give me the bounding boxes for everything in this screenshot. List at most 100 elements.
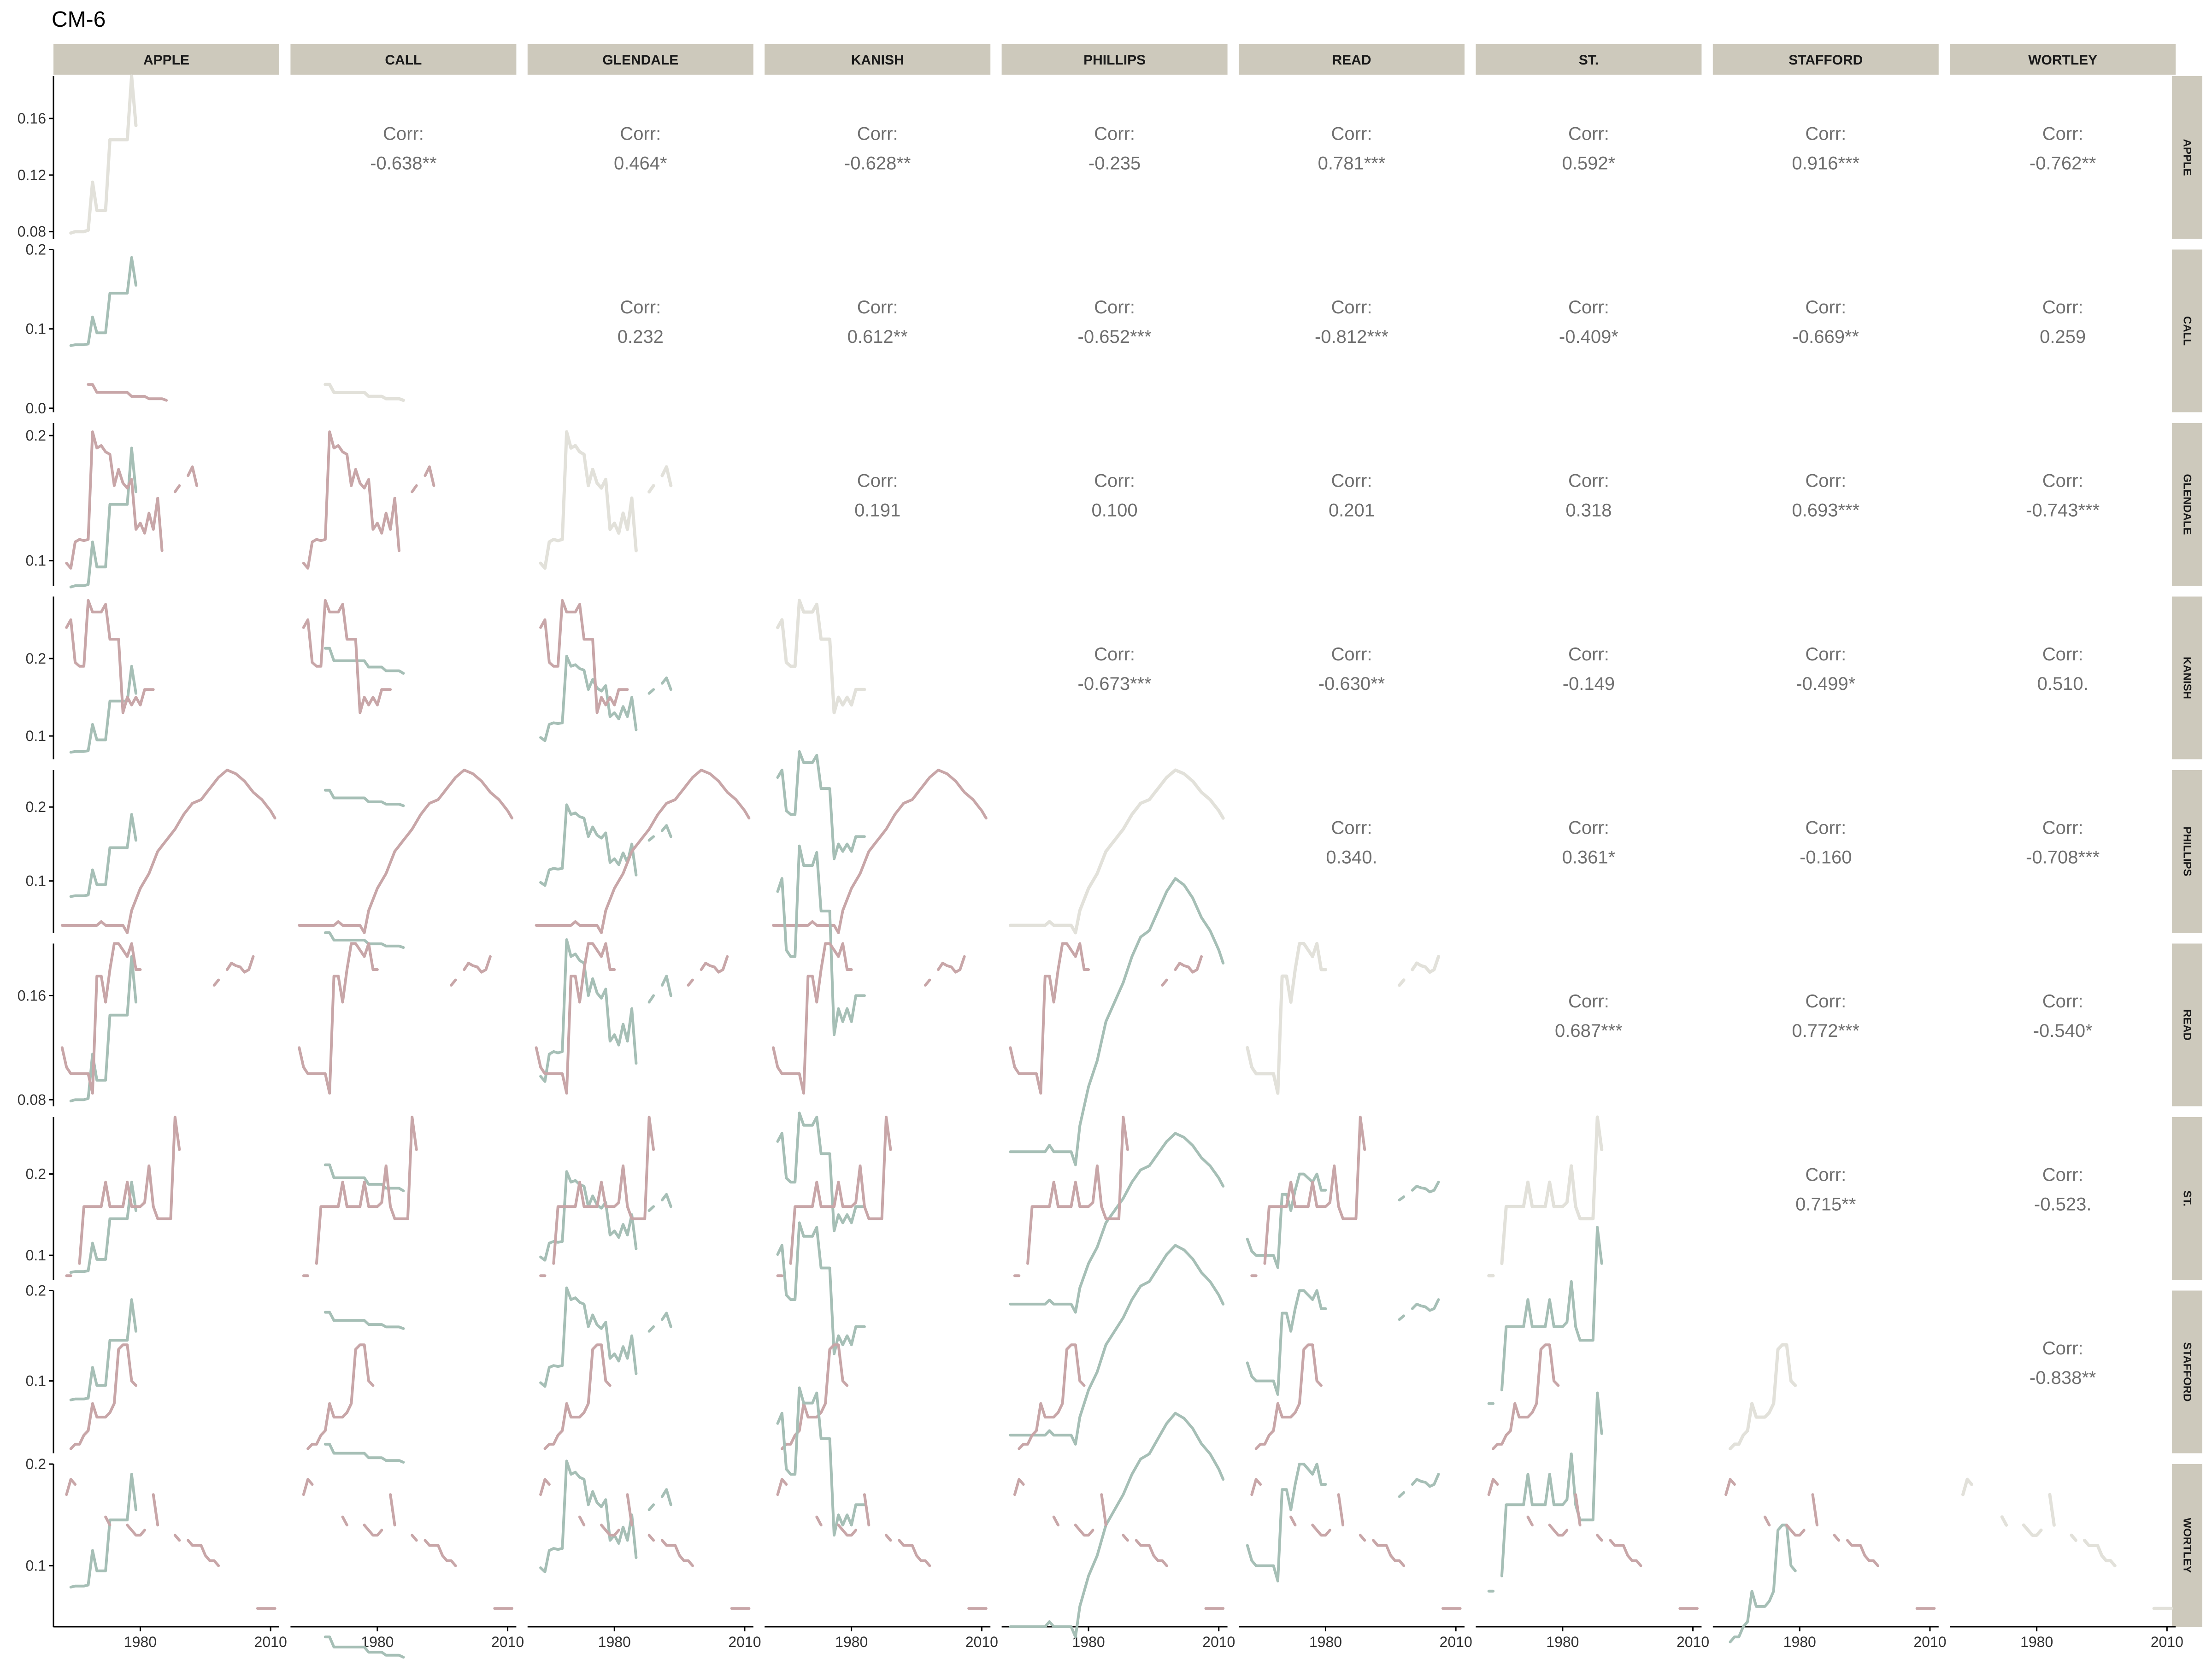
series-line-stafford xyxy=(780,1343,849,1450)
corr-label-apple-wortley: Corr: xyxy=(2042,124,2083,144)
panel-st-kanish xyxy=(776,1112,892,1277)
x-tick-label: 1980 xyxy=(1783,1634,1816,1650)
panel-phillips-glendale xyxy=(535,769,751,934)
series-line-stafford xyxy=(543,1343,612,1450)
y-tick-label: 0.2 xyxy=(26,427,46,444)
y-tick-label: 0.2 xyxy=(26,1166,46,1182)
series-line-call xyxy=(324,647,405,675)
series-line-phillips xyxy=(772,769,988,934)
series-line-call xyxy=(324,931,405,949)
series-line-wortley xyxy=(1013,1478,1225,1610)
series-line-apple xyxy=(69,447,137,588)
panel-st-call xyxy=(302,1116,418,1330)
corr-value-st-stafford: 0.715** xyxy=(1795,1194,1856,1215)
series-line-kanish xyxy=(776,750,866,860)
series-line-read xyxy=(1246,1172,1440,1269)
column-strip-wortley xyxy=(1950,44,2176,75)
panel-wortley-phillips xyxy=(1009,1412,1225,1639)
corr-label-apple-glendale: Corr: xyxy=(620,124,661,144)
column-strip-label-st: ST. xyxy=(1579,53,1599,68)
panel-stafford-phillips xyxy=(1009,1244,1225,1450)
y-tick-label: 0.2 xyxy=(26,799,46,815)
panel-call-apple xyxy=(69,256,168,402)
panel-read-read xyxy=(1246,942,1440,1095)
series-line-glendale xyxy=(539,430,673,570)
panel-st-read xyxy=(1246,1116,1440,1277)
series-line-glendale xyxy=(539,654,672,742)
x-tick-label: 2010 xyxy=(1913,1634,1946,1650)
series-line-apple xyxy=(69,1298,137,1401)
panel-stafford-apple xyxy=(69,1298,137,1450)
column-strip-glendale xyxy=(527,44,753,75)
panel-read-glendale xyxy=(535,938,729,1095)
series-line-call xyxy=(87,383,168,402)
series-line-stafford xyxy=(1729,1343,1797,1451)
series-line-apple xyxy=(69,1473,137,1588)
panel-read-apple xyxy=(60,942,255,1103)
corr-label-apple-phillips: Corr: xyxy=(1094,124,1135,144)
series-line-apple xyxy=(69,955,137,1103)
panel-phillips-phillips xyxy=(1008,768,1225,935)
series-line-call xyxy=(324,1635,405,1659)
corr-label-stafford-wortley: Corr: xyxy=(2042,1338,2083,1359)
corr-value-apple-phillips: -0.235 xyxy=(1088,153,1141,174)
series-line-stafford xyxy=(1254,1343,1323,1450)
corr-value-glendale-wortley: -0.743*** xyxy=(2026,500,2100,521)
corr-label-kanish-stafford: Corr: xyxy=(1805,644,1846,665)
corr-value-glendale-phillips: 0.100 xyxy=(1092,500,1138,521)
column-strip-label-stafford: STAFFORD xyxy=(1788,53,1863,68)
row-strip-label-kanish: KANISH xyxy=(2181,657,2194,699)
corr-value-kanish-wortley: 0.510. xyxy=(2037,674,2088,694)
corr-value-call-read: -0.812*** xyxy=(1315,327,1388,347)
series-line-glendale xyxy=(539,803,672,887)
panel-glendale-apple xyxy=(65,430,198,588)
corr-value-stafford-wortley: -0.838** xyxy=(2030,1368,2096,1388)
column-strip-label-kanish: KANISH xyxy=(851,53,904,68)
series-line-apple xyxy=(69,1181,137,1274)
series-line-apple xyxy=(69,256,137,347)
series-line-read xyxy=(772,942,966,1095)
panel-apple-apple xyxy=(69,74,138,235)
column-strip-label-wortley: WORTLEY xyxy=(2028,53,2097,68)
series-line-phillips xyxy=(60,769,276,934)
series-line-st xyxy=(302,1116,418,1277)
corr-label-apple-stafford: Corr: xyxy=(1805,124,1846,144)
panel-stafford-st xyxy=(1487,1226,1603,1450)
series-line-read xyxy=(1009,942,1203,1095)
row-strip-st xyxy=(2172,1117,2202,1280)
x-tick-label: 1980 xyxy=(598,1634,631,1650)
corr-value-call-kanish: 0.612** xyxy=(847,327,908,347)
panel-glendale-call xyxy=(302,430,435,675)
series-line-wortley xyxy=(539,1478,751,1610)
x-tick-label: 1980 xyxy=(2020,1634,2053,1650)
corr-label-call-glendale: Corr: xyxy=(620,297,661,318)
corr-label-call-wortley: Corr: xyxy=(2042,297,2083,318)
corr-value-call-stafford: -0.669** xyxy=(1793,327,1859,347)
corr-label-apple-st: Corr: xyxy=(1568,124,1609,144)
y-tick-label: 0.1 xyxy=(26,1558,46,1574)
corr-value-kanish-st: -0.149 xyxy=(1563,674,1615,694)
column-strip-apple xyxy=(53,44,279,75)
panel-glendale-glendale xyxy=(539,430,673,570)
corr-value-kanish-read: -0.630** xyxy=(1318,674,1385,694)
series-line-wortley xyxy=(65,1478,276,1610)
column-strip-label-apple: APPLE xyxy=(143,53,189,68)
row-strip-label-apple: APPLE xyxy=(2181,139,2194,176)
y-tick-label: 0.0 xyxy=(26,400,46,417)
series-line-kanish xyxy=(776,599,866,715)
panel-st-phillips xyxy=(1009,1116,1225,1314)
panel-kanish-kanish xyxy=(776,599,866,715)
panel-stafford-call xyxy=(306,1343,405,1464)
series-line-phillips xyxy=(535,769,751,934)
x-tick-label: 1980 xyxy=(1072,1634,1105,1650)
panel-wortley-st xyxy=(1487,1391,1699,1610)
series-line-wortley xyxy=(776,1478,988,1610)
corr-value-phillips-stafford: -0.160 xyxy=(1800,847,1852,868)
row-strip-phillips xyxy=(2172,770,2202,933)
series-line-wortley xyxy=(1487,1478,1699,1610)
corr-value-apple-read: 0.781*** xyxy=(1318,153,1386,174)
y-tick-label: 0.16 xyxy=(18,987,46,1004)
series-line-phillips xyxy=(1009,877,1225,1166)
series-line-phillips xyxy=(1009,1244,1225,1446)
corr-value-apple-stafford: 0.916*** xyxy=(1792,153,1859,174)
